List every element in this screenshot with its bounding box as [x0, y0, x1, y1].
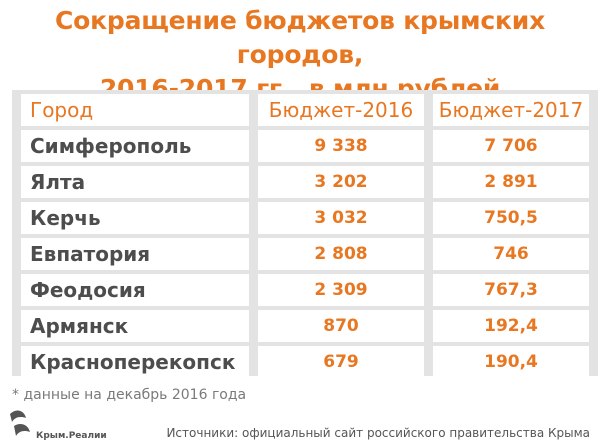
budget-2016-cell: 870	[258, 310, 424, 342]
city-cell: Евпатория	[21, 238, 249, 270]
table-row: Армянск 870 192,4	[12, 310, 598, 342]
city-cell: Армянск	[21, 310, 249, 342]
budget-2016-cell: 3 032	[258, 202, 424, 234]
title-line-1: Сокращение бюджетов крымских городов,	[54, 6, 545, 69]
header-city: Город	[21, 94, 249, 126]
header-budget-2017: Бюджет-2017	[433, 94, 589, 126]
table-row: Симферополь 9 338 7 706	[12, 130, 598, 162]
krym-realii-logo: Крым.Реалии	[6, 404, 107, 444]
budget-2016-cell: 3 202	[258, 166, 424, 198]
table-row: Керчь 3 032 750,5	[12, 202, 598, 234]
city-cell: Симферополь	[21, 130, 249, 162]
budget-2016-cell: 2 309	[258, 274, 424, 306]
header-budget-2016: Бюджет-2016	[258, 94, 424, 126]
footnote: * данные на декабрь 2016 года	[12, 387, 247, 403]
budget-2017-cell: 7 706	[433, 130, 589, 162]
logo-mark-icon	[10, 410, 30, 436]
budget-2016-cell: 9 338	[258, 130, 424, 162]
table-row: Ялта 3 202 2 891	[12, 166, 598, 198]
table-row: Феодосия 2 309 767,3	[12, 274, 598, 306]
table-header-row: Город Бюджет-2016 Бюджет-2017	[12, 94, 598, 126]
budget-2017-cell: 190,4	[433, 346, 589, 378]
city-cell: Ялта	[21, 166, 249, 198]
budget-2016-cell: 679	[258, 346, 424, 378]
city-cell: Феодосия	[21, 274, 249, 306]
budget-2017-cell: 750,5	[433, 202, 589, 234]
city-cell: Керчь	[21, 202, 249, 234]
budget-2017-cell: 2 891	[433, 166, 589, 198]
budget-table: Город Бюджет-2016 Бюджет-2017 Симферопол…	[12, 90, 598, 378]
budget-2017-cell: 746	[433, 238, 589, 270]
table-row: Красноперекопск 679 190,4	[12, 346, 598, 378]
logo-text: Крым.Реалии	[36, 431, 107, 441]
city-cell: Красноперекопск	[21, 346, 249, 378]
table-row: Евпатория 2 808 746	[12, 238, 598, 270]
budget-2017-cell: 767,3	[433, 274, 589, 306]
budget-2017-cell: 192,4	[433, 310, 589, 342]
budget-2016-cell: 2 808	[258, 238, 424, 270]
source-note: Источники: официальный сайт российского …	[166, 426, 590, 440]
